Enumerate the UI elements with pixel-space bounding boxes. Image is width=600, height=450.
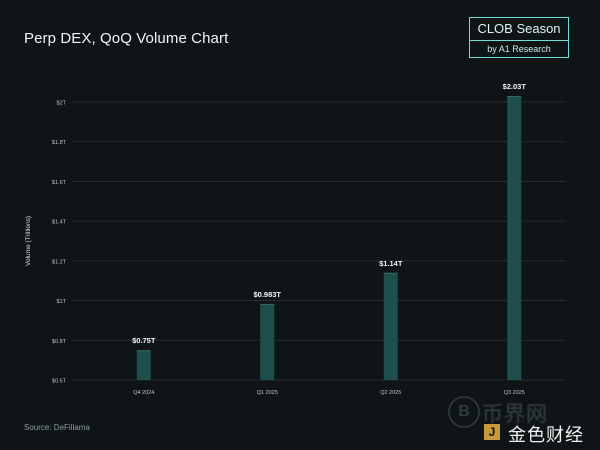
watermark-text-2: 金色财经: [508, 425, 584, 445]
bar: [136, 350, 151, 380]
bar-data-label: $2.03T: [503, 82, 527, 91]
y-tick-label: $1.6T: [52, 180, 67, 186]
watermark-logo-icon: J: [484, 424, 500, 440]
y-tick-label: $0.8T: [52, 339, 67, 345]
y-tick-label: $1.2T: [52, 259, 67, 265]
y-axis-label: Volume (Trillions): [25, 216, 32, 266]
clob-season-badge: CLOB Season by A1 Research: [469, 17, 569, 58]
watermark-text-1: 币界网: [482, 403, 548, 426]
bar: [507, 96, 522, 381]
bar-data-label: $1.14T: [379, 259, 403, 268]
y-tick-label: $2T: [57, 101, 67, 107]
watermark-coin-icon: B: [448, 396, 480, 428]
y-tick-label: $1.8T: [52, 140, 67, 146]
bar-data-label: $0.983T: [253, 290, 281, 299]
bar-data-label: $0.75T: [132, 336, 156, 345]
x-tick-label: Q1 2025: [257, 390, 278, 396]
y-tick-label: $1.4T: [52, 220, 67, 226]
badge-title: CLOB Season: [470, 18, 568, 41]
x-tick-label: Q4 2024: [133, 390, 154, 396]
chart-title: Perp DEX, QoQ Volume Chart: [24, 30, 229, 47]
badge-subtitle: by A1 Research: [487, 44, 551, 54]
y-tick-label: $0.6T: [52, 379, 67, 385]
source-note: Source: DeFillama: [24, 423, 90, 432]
y-tick-label: $1T: [57, 299, 67, 305]
bar: [383, 272, 398, 380]
x-tick-label: Q2 2025: [380, 390, 401, 396]
x-tick-label: Q3 2025: [504, 390, 525, 396]
bar: [260, 303, 275, 380]
